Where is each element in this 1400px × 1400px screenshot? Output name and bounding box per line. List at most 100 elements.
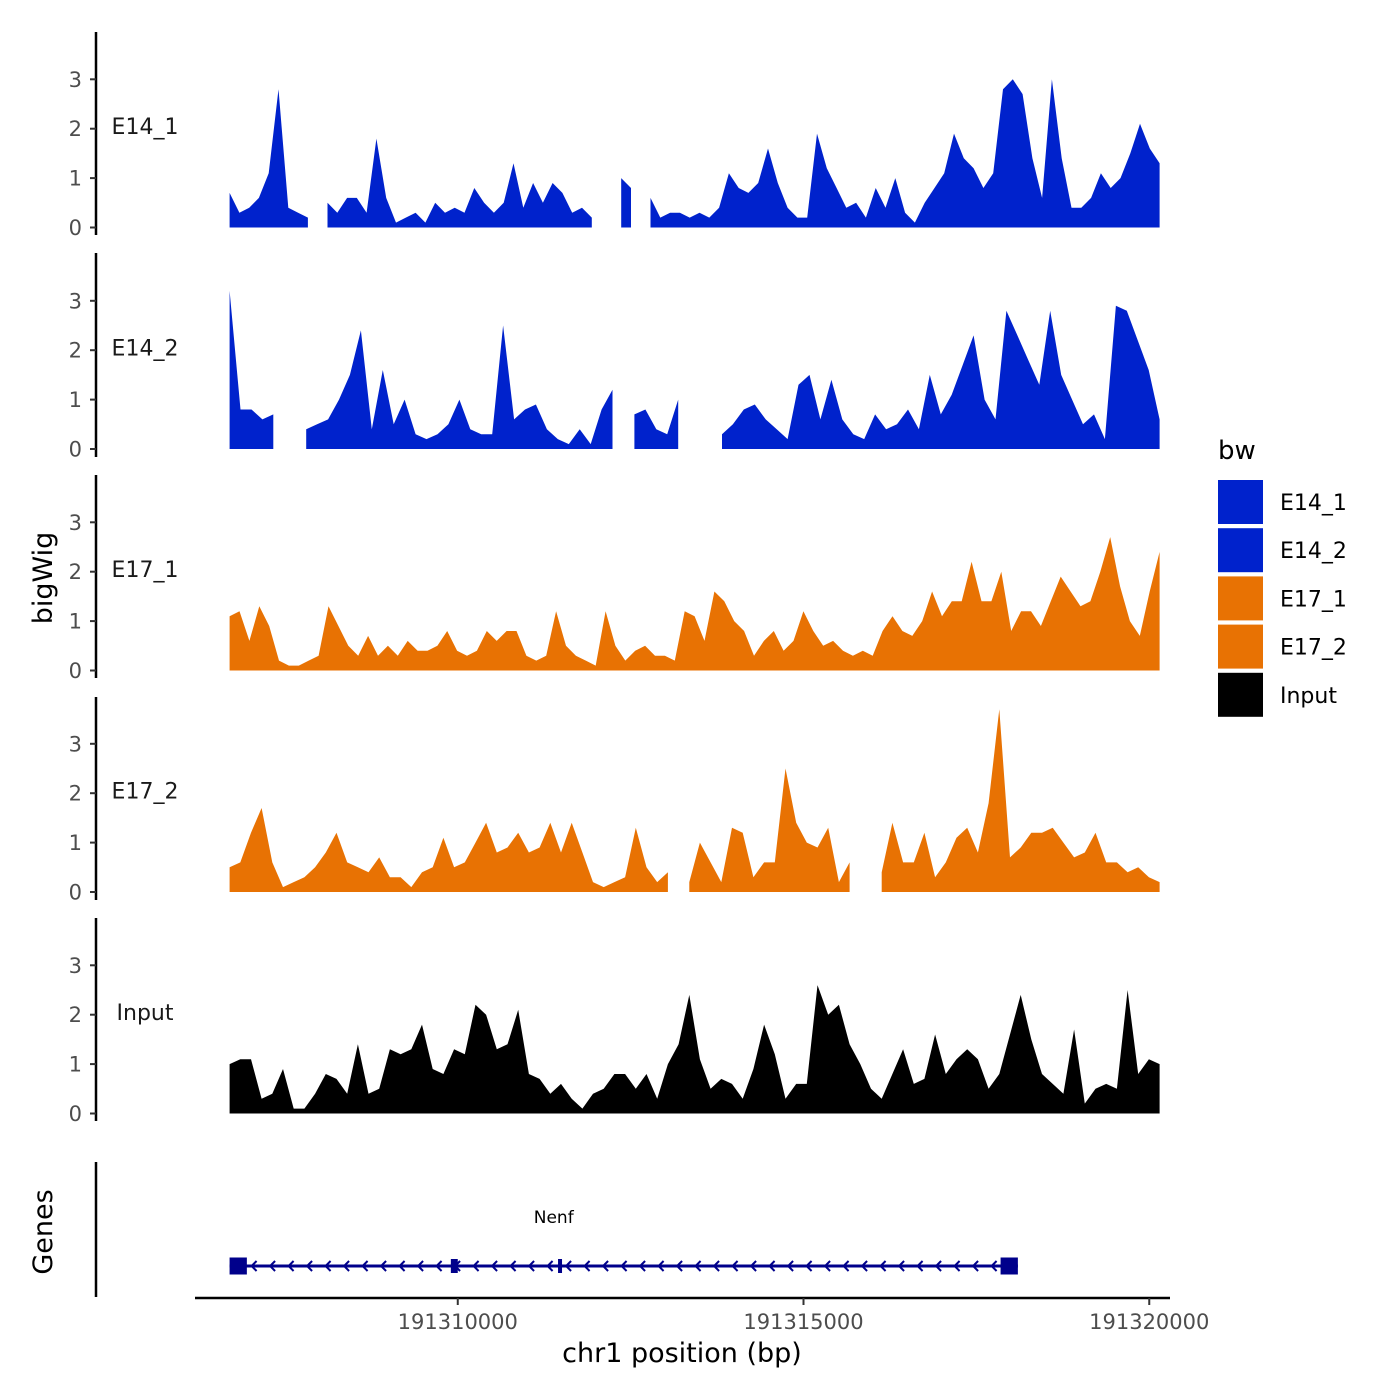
- gene-exon: [1000, 1257, 1018, 1275]
- coverage-area: [634, 399, 679, 449]
- y-tick-label: 2: [69, 339, 82, 363]
- y-tick-label: 0: [69, 1102, 82, 1126]
- strand-arrow: [305, 1260, 313, 1272]
- strand-arrow: [860, 1260, 868, 1272]
- y-tick-label: 0: [69, 881, 82, 905]
- legend-swatch: [1218, 672, 1263, 717]
- y-tick-label: 3: [69, 954, 82, 978]
- y-tick-label: 3: [69, 732, 82, 756]
- strand-arrow: [879, 1260, 887, 1272]
- legend-swatch: [1218, 528, 1263, 573]
- y-axis-title: bigWig: [28, 532, 59, 625]
- strand-arrow: [620, 1260, 628, 1272]
- legend-swatch: [1218, 480, 1263, 524]
- y-tick-label: 1: [69, 1053, 82, 1077]
- y-tick-label: 3: [69, 289, 82, 313]
- legend-label: E17_1: [1280, 587, 1347, 612]
- legend: bw E14_1 E14_2 E17_1 E17_2 Input: [1218, 436, 1347, 717]
- gene-track: Genes Nenf: [28, 1162, 1018, 1297]
- strand-arrow: [971, 1260, 979, 1272]
- track-label: E17_2: [112, 780, 179, 805]
- coverage-area: [229, 89, 308, 228]
- coverage-tracks: 0 1 2 3 E14_1 0 1 2 3 E14_2 0 1 2 3 E17_1 0 1 2 3 E17_2 0 1 2 3…: [69, 32, 1160, 1126]
- coverage-area: [327, 138, 592, 228]
- y-tick-label: 0: [69, 216, 82, 240]
- legend-swatch: [1218, 576, 1263, 621]
- legend-label: E17_2: [1280, 636, 1347, 661]
- strand-arrow: [731, 1260, 739, 1272]
- track-e14-2: 0 1 2 3 E14_2: [69, 253, 1160, 462]
- strand-arrow: [953, 1260, 961, 1272]
- coverage-area: [881, 709, 1160, 892]
- y-tick-label: 1: [69, 167, 82, 191]
- strand-arrow: [361, 1260, 369, 1272]
- strand-arrow: [990, 1260, 998, 1272]
- track-label: Input: [117, 1001, 174, 1026]
- gene-name-label: Nenf: [534, 1208, 575, 1228]
- strand-arrow: [657, 1260, 665, 1272]
- coverage-area: [722, 305, 1160, 449]
- y-tick-label: 1: [69, 610, 82, 634]
- coverage-area: [229, 808, 668, 892]
- strand-arrow: [786, 1260, 794, 1272]
- x-tick-label: 191310000: [398, 1310, 518, 1334]
- strand-arrow: [694, 1260, 702, 1272]
- strand-arrow: [342, 1260, 350, 1272]
- y-tick-label: 2: [69, 1003, 82, 1027]
- coverage-area: [306, 325, 613, 449]
- strand-arrow: [416, 1260, 424, 1272]
- strand-arrow: [472, 1260, 480, 1272]
- legend-items: E14_1 E14_2 E17_1 E17_2 Input: [1218, 480, 1347, 717]
- gene-glyphs: Nenf: [229, 1208, 1018, 1275]
- strand-arrow: [675, 1260, 683, 1272]
- x-tick-label: 191320000: [1089, 1310, 1209, 1334]
- legend-label: E14_2: [1280, 539, 1347, 564]
- y-tick-label: 2: [69, 117, 82, 141]
- strand-arrow: [638, 1260, 646, 1272]
- y-tick-label: 2: [69, 560, 82, 584]
- legend-label: Input: [1280, 684, 1337, 709]
- y-tick-label: 1: [69, 388, 82, 412]
- x-ticks: 191310000 191315000 191320000: [398, 1298, 1209, 1334]
- track-label: E14_2: [112, 337, 179, 362]
- strand-arrow: [601, 1260, 609, 1272]
- strand-arrow: [527, 1260, 535, 1272]
- track-e17-1: 0 1 2 3 E17_1: [69, 475, 1160, 683]
- coverage-area: [229, 290, 274, 449]
- y-tick-label: 3: [69, 68, 82, 92]
- coverage-area: [650, 79, 1160, 228]
- strand-arrow: [490, 1260, 498, 1272]
- strand-arrow: [934, 1260, 942, 1272]
- track-input: 0 1 2 3 Input: [69, 918, 1160, 1126]
- gene-nenf: Nenf: [229, 1208, 1018, 1275]
- gene-exon: [558, 1259, 563, 1273]
- track-e17-2: 0 1 2 3 E17_2: [69, 697, 1160, 905]
- strand-arrow: [398, 1260, 406, 1272]
- strand-arrow: [435, 1260, 443, 1272]
- gene-exon: [229, 1257, 247, 1275]
- x-tick-label: 191315000: [743, 1310, 863, 1334]
- strand-arrow: [268, 1260, 276, 1272]
- strand-arrow: [749, 1260, 757, 1272]
- strand-arrow: [564, 1260, 572, 1272]
- y-tick-label: 2: [69, 782, 82, 806]
- strand-arrow: [546, 1260, 554, 1272]
- legend-swatch: [1218, 624, 1263, 669]
- strand-arrow: [287, 1260, 295, 1272]
- track-label: E14_1: [112, 115, 179, 140]
- strand-arrow: [250, 1260, 258, 1272]
- strand-arrow: [805, 1260, 813, 1272]
- strand-arrow: [583, 1260, 591, 1272]
- coverage-area: [229, 537, 1160, 671]
- gene-exon: [450, 1259, 458, 1273]
- x-axis: 191310000 191315000 191320000 chr1 positio…: [195, 1296, 1209, 1369]
- strand-arrow: [842, 1260, 850, 1272]
- y-tick-label: 0: [69, 659, 82, 683]
- strand-arrow: [712, 1260, 720, 1272]
- strand-arrow: [509, 1260, 517, 1272]
- strand-arrow: [324, 1260, 332, 1272]
- y-tick-label: 0: [69, 438, 82, 462]
- gene-track-title: Genes: [28, 1189, 59, 1274]
- legend-title: bw: [1218, 436, 1256, 466]
